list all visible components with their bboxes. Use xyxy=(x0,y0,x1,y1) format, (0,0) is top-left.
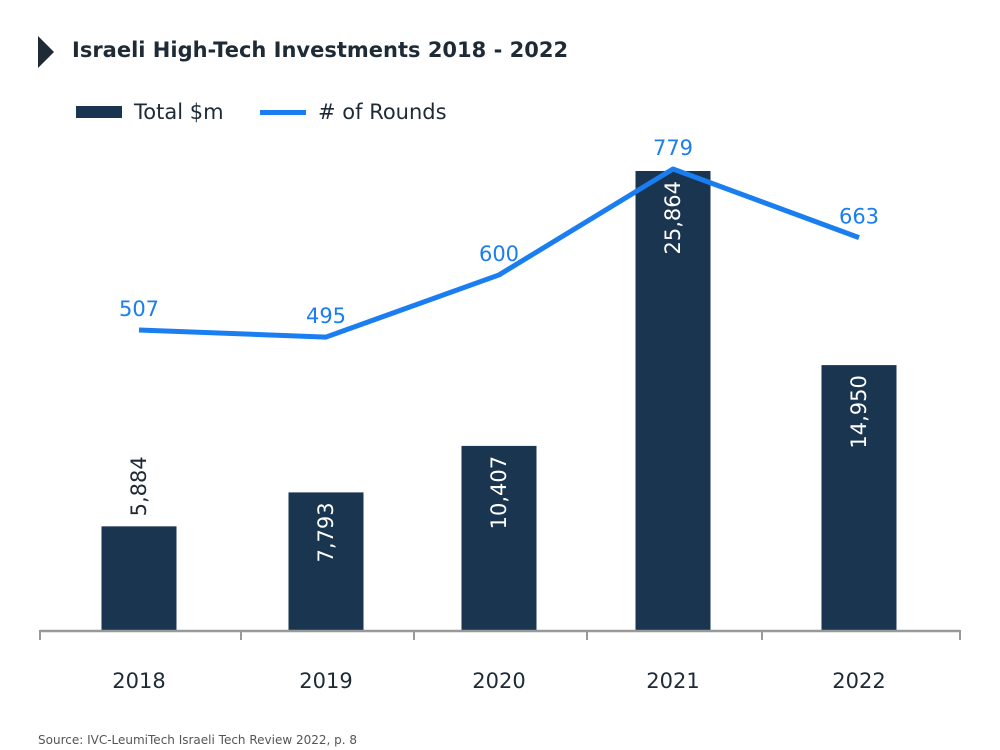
rounds-label-2022: 663 xyxy=(839,205,879,229)
bar-label-2022: 14,950 xyxy=(847,375,871,448)
bar-2021 xyxy=(635,171,711,631)
source-note: Source: IVC-LeumiTech Israeli Tech Revie… xyxy=(38,733,358,747)
legend-swatch-line xyxy=(260,109,306,115)
x-tick-label-2019: 2019 xyxy=(299,669,352,693)
legend-label-rounds: # of Rounds xyxy=(318,100,447,124)
x-tick-label-2022: 2022 xyxy=(832,669,885,693)
rounds-label-2021: 779 xyxy=(653,136,693,160)
chart-title: Israeli High-Tech Investments 2018 - 202… xyxy=(72,38,569,62)
legend-item-rounds: # of Rounds xyxy=(260,100,447,124)
title-triangle-icon xyxy=(38,36,54,68)
legend-label-total: Total $m xyxy=(134,100,224,124)
x-tick-label-2018: 2018 xyxy=(112,669,165,693)
legend-swatch-bar xyxy=(76,106,122,118)
x-tick-label-2021: 2021 xyxy=(646,669,699,693)
bar-label-2018: 5,884 xyxy=(127,456,151,516)
bar-2020 xyxy=(461,445,537,631)
bar-2018 xyxy=(101,526,177,631)
rounds-label-2018: 507 xyxy=(119,297,159,321)
rounds-label-2019: 495 xyxy=(306,304,346,328)
bar-2022 xyxy=(821,365,897,631)
legend-item-total: Total $m xyxy=(76,100,224,124)
bar-label-2019: 7,793 xyxy=(314,502,338,562)
rounds-label-2020: 600 xyxy=(479,242,519,266)
bar-label-2020: 10,407 xyxy=(487,456,511,529)
bar-2019 xyxy=(288,492,364,631)
x-tick-label-2020: 2020 xyxy=(472,669,525,693)
bar-label-2021: 25,864 xyxy=(661,181,685,254)
